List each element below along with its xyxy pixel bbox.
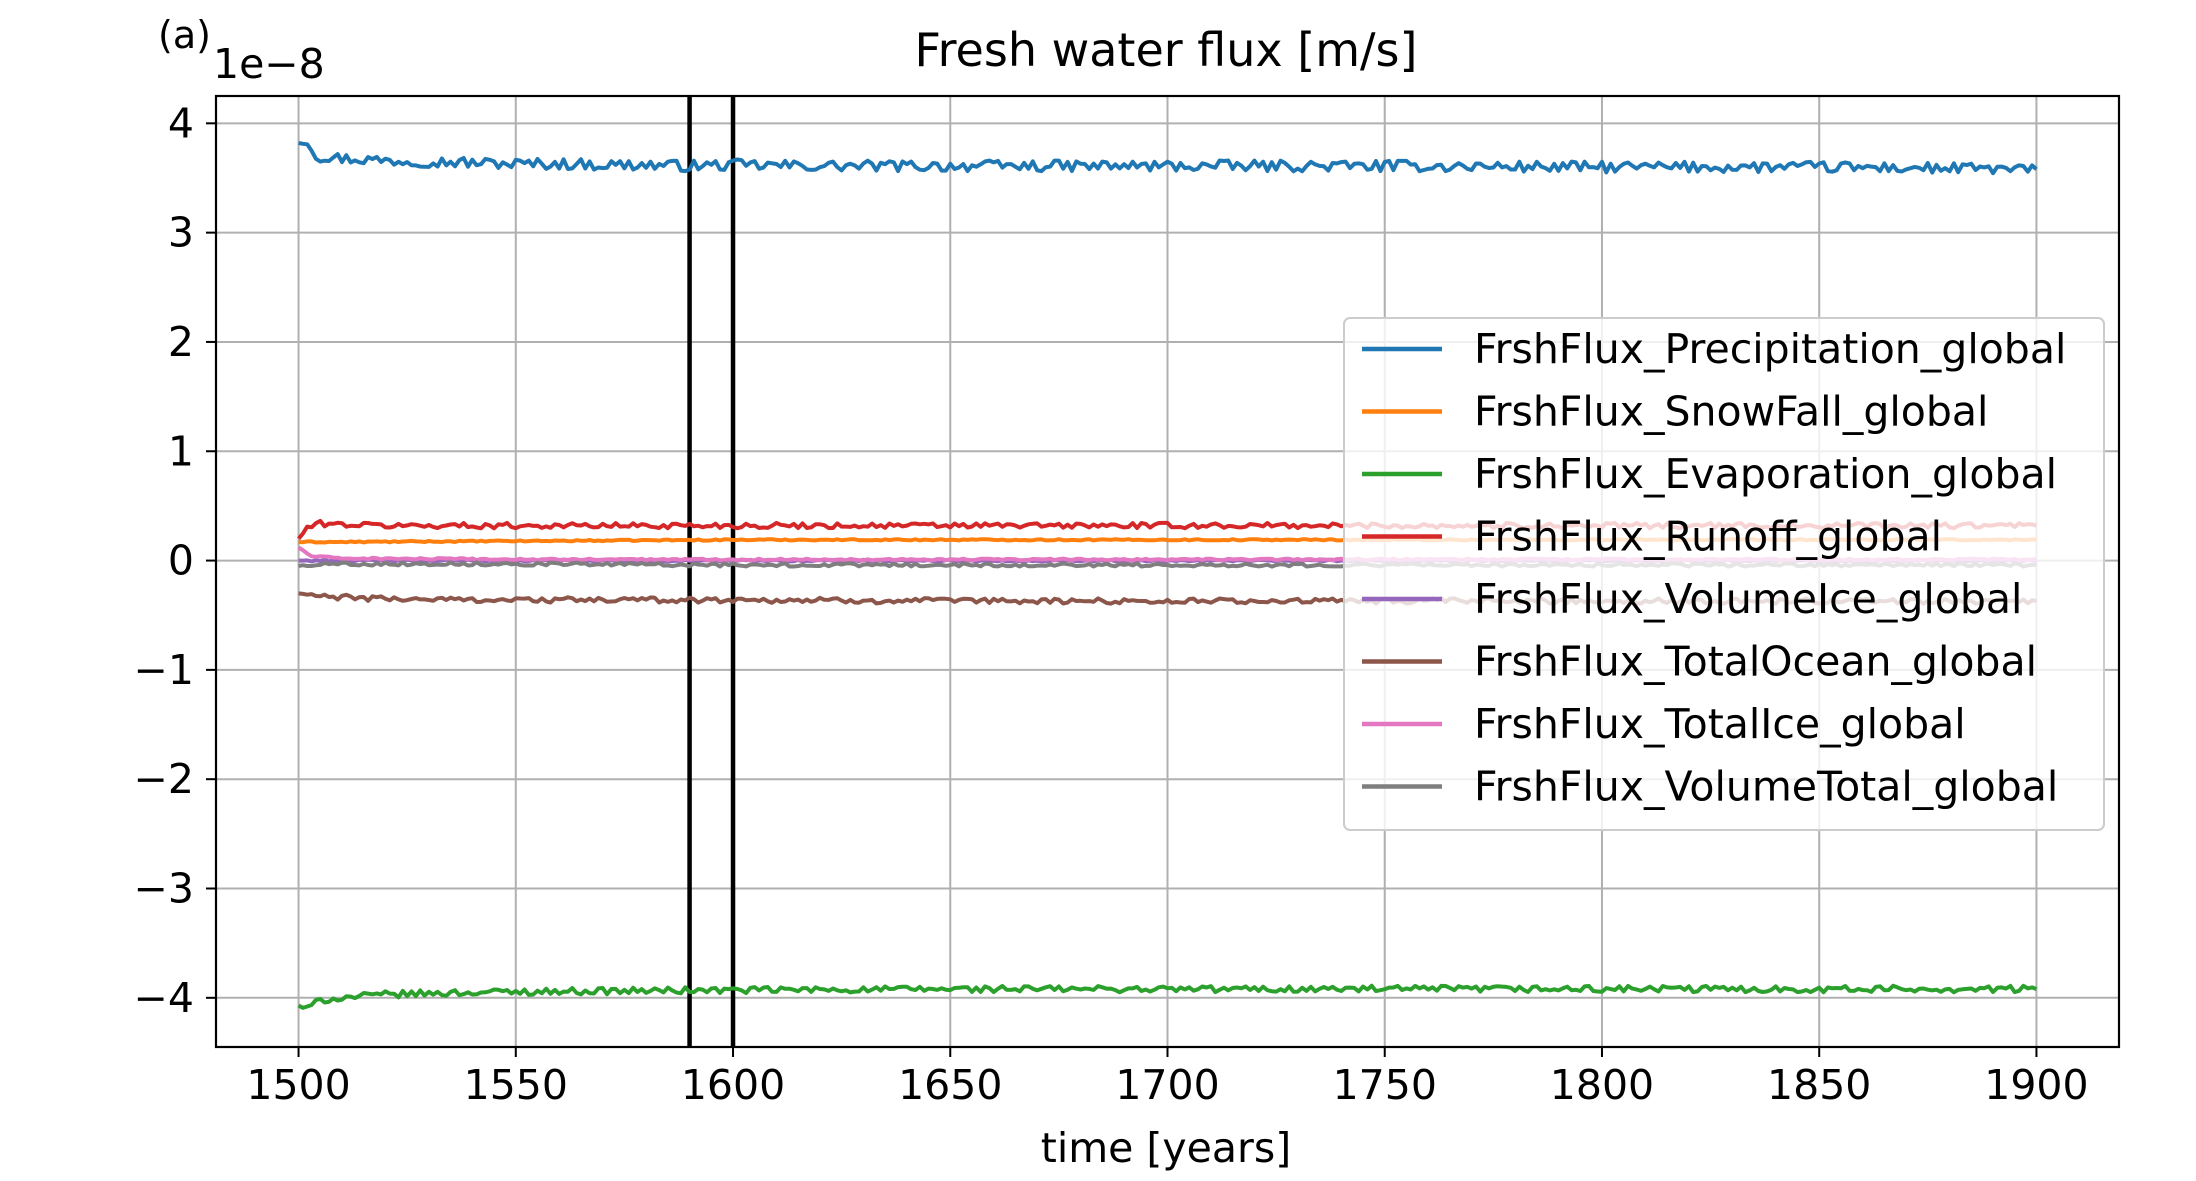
legend: FrshFlux_Precipitation_global FrshFlux_Sn… — [1343, 317, 2105, 831]
x-tick-label: 1600 — [681, 1061, 785, 1109]
vertical-markers — [687, 96, 736, 1047]
x-axis-label: time [years] — [1041, 1124, 1291, 1172]
y-tick-label: 2 — [168, 318, 194, 366]
x-tick-label: 1550 — [464, 1061, 568, 1109]
y-tick-label: −3 — [134, 865, 194, 913]
series-line — [298, 141, 2038, 176]
legend-entry: FrshFlux_Precipitation_global — [1474, 325, 2066, 373]
y-tick-label: 0 — [168, 537, 194, 585]
x-tick-label: 1900 — [1984, 1061, 2088, 1109]
y-tick-label: 1 — [168, 427, 194, 475]
y-tick-label: −4 — [134, 974, 194, 1022]
x-tick-label: 1500 — [246, 1061, 350, 1109]
legend-entry: FrshFlux_TotalIce_global — [1474, 700, 1966, 748]
legend-entry: FrshFlux_VolumeIce_global — [1474, 575, 2022, 623]
legend-entry: FrshFlux_VolumeTotal_global — [1474, 763, 2058, 811]
legend-entry: FrshFlux_TotalOcean_global — [1474, 638, 2037, 686]
series-line — [297, 983, 2038, 1010]
legend-box — [1343, 317, 2105, 831]
legend-entry: FrshFlux_Runoff_global — [1474, 513, 1942, 561]
y-axis-multiplier: 1e−8 — [213, 40, 325, 88]
chart-title: Fresh water flux [m/s] — [915, 23, 1418, 77]
x-tick-label: 1700 — [1115, 1061, 1219, 1109]
y-tick-label: −1 — [134, 646, 194, 694]
x-tick-label: 1800 — [1550, 1061, 1654, 1109]
y-axis-ticks: −4 −3 −2 −1 0 1 2 3 4 — [134, 99, 216, 1022]
y-tick-label: 3 — [168, 209, 194, 257]
x-tick-label: 1750 — [1333, 1061, 1437, 1109]
x-axis-ticks: 1500 1550 1600 1650 1700 1750 1800 1850 1900 — [246, 1047, 2089, 1109]
legend-entry: FrshFlux_Evaporation_global — [1474, 450, 2057, 498]
y-tick-label: 4 — [168, 99, 194, 147]
panel-label: (a) — [158, 13, 211, 57]
legend-entry: FrshFlux_SnowFall_global — [1474, 388, 1988, 436]
y-tick-label: −2 — [134, 755, 194, 803]
x-tick-label: 1650 — [898, 1061, 1002, 1109]
x-tick-label: 1850 — [1767, 1061, 1871, 1109]
